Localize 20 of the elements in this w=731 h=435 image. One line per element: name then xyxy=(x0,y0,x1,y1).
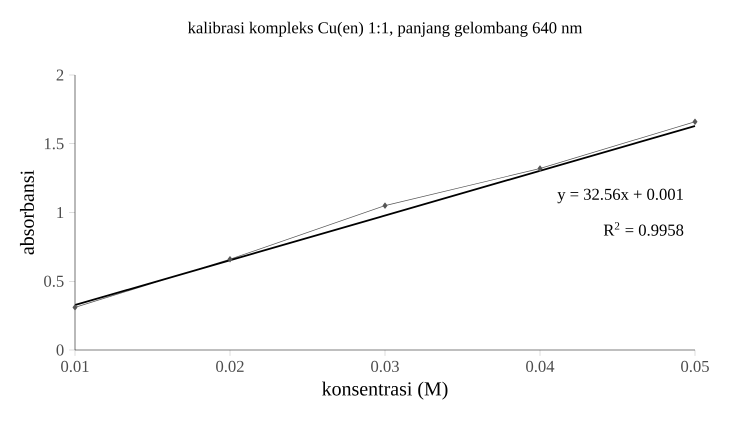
y-tick-label: 0.5 xyxy=(44,276,64,287)
y-axis-title: absorbansi xyxy=(20,170,34,254)
annotation: R$^{2}$ = 0.9958 xyxy=(604,222,684,236)
point xyxy=(228,256,232,262)
y-tick-label: 2 xyxy=(56,69,64,80)
x-tick-label: 0.01 xyxy=(61,360,89,372)
x-tick-label: 0.02 xyxy=(216,360,244,372)
point xyxy=(72,304,78,310)
point xyxy=(692,118,698,125)
y-tick-label: 1 xyxy=(57,207,64,218)
chart-title: kalibrasi kompleks Cu(en) 1:1, panjang gelombang 640 nm xyxy=(188,22,582,37)
x-tick-label: 0.05 xyxy=(681,360,709,372)
x-tick-label: 0.04 xyxy=(526,360,554,372)
point xyxy=(382,202,388,209)
annotation: y = 32.56x + 0.001 xyxy=(557,188,683,204)
point xyxy=(538,165,542,172)
y-tick-label: 0 xyxy=(56,344,64,356)
x-axis-title: konsentrasi (M) xyxy=(322,382,448,400)
y-tick-label: 1.5 xyxy=(44,138,64,150)
x-tick-label: 0.03 xyxy=(371,360,399,372)
